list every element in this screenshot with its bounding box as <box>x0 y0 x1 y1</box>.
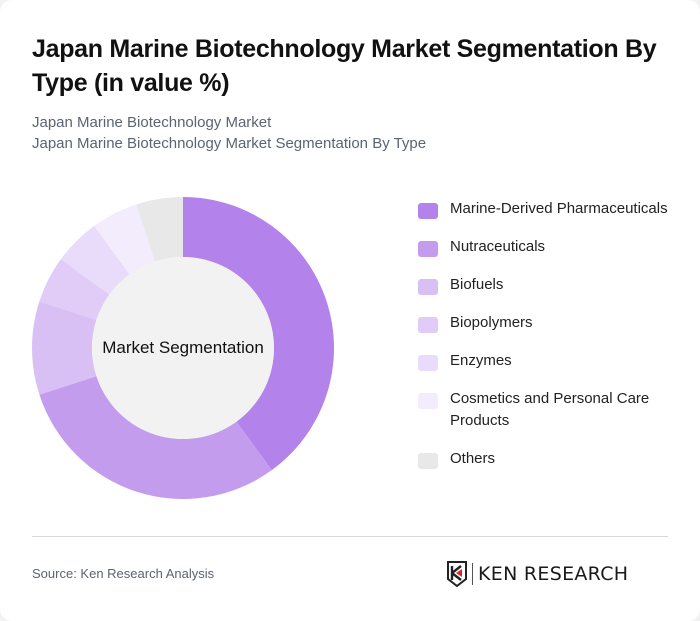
donut-segment <box>94 204 155 275</box>
legend-item-pharmaceuticals: Marine-Derived Pharmaceuticals <box>418 198 688 220</box>
legend-label: Cosmetics and Personal Care Products <box>450 390 650 429</box>
legend-swatch <box>418 203 438 219</box>
legend-label: Biofuels <box>450 276 504 293</box>
source-text: Source: Ken Research Analysis <box>32 566 215 581</box>
footer-divider <box>32 536 668 537</box>
legend-swatch <box>418 393 438 409</box>
legend-item-others: Others <box>418 448 688 470</box>
donut-segment <box>183 197 334 471</box>
legend-label: Nutraceuticals <box>450 238 546 255</box>
legend-label: Biopolymers <box>450 314 533 331</box>
legend-swatch <box>418 317 438 333</box>
legend-item-cosmetics: Cosmetics and Personal Care Products <box>418 388 688 432</box>
logo-divider <box>472 563 473 585</box>
legend-label: Marine-Derived Pharmaceuticals <box>450 200 668 217</box>
legend-swatch <box>418 279 438 295</box>
donut-hole <box>92 257 274 439</box>
chart-legend: Marine-Derived Pharmaceuticals Nutraceut… <box>418 198 688 470</box>
legend-label: Enzymes <box>450 352 512 369</box>
legend-swatch <box>418 355 438 371</box>
legend-swatch <box>418 241 438 257</box>
legend-item-enzymes: Enzymes <box>418 350 688 372</box>
legend-swatch <box>418 453 438 469</box>
chart-title: Japan Marine Biotechnology Market Segmen… <box>32 35 657 97</box>
donut-segment <box>39 259 110 320</box>
donut-segment <box>136 197 183 262</box>
donut-segment <box>39 376 272 499</box>
legend-item-biopolymers: Biopolymers <box>418 312 688 334</box>
donut-segment <box>32 301 97 395</box>
donut-center-label: Market Segmentation <box>102 338 264 357</box>
subtitle-segmentation: Japan Marine Biotechnology Market Segmen… <box>32 135 427 152</box>
donut-segment <box>60 225 130 295</box>
legend-label: Others <box>450 450 496 467</box>
donut-chart: Market Segmentation <box>30 195 336 501</box>
legend-item-nutraceuticals: Nutraceuticals <box>418 236 688 258</box>
ken-shield-icon <box>447 561 467 587</box>
legend-item-biofuels: Biofuels <box>418 274 688 296</box>
donut-svg <box>32 197 334 499</box>
subtitle-market: Japan Marine Biotechnology Market <box>32 114 272 131</box>
chart-subtitle: Japan Marine Biotechnology Market Japan … <box>32 112 426 154</box>
logo-text: KEN RESEARCH <box>478 563 629 585</box>
ken-research-logo: KEN RESEARCH <box>446 560 628 588</box>
